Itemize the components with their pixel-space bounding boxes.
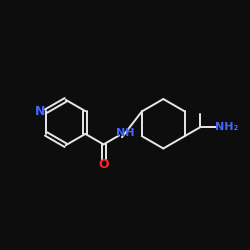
Text: NH: NH [116, 128, 134, 138]
Text: O: O [98, 158, 109, 172]
Text: N: N [35, 105, 46, 118]
Text: NH₂: NH₂ [215, 122, 238, 132]
